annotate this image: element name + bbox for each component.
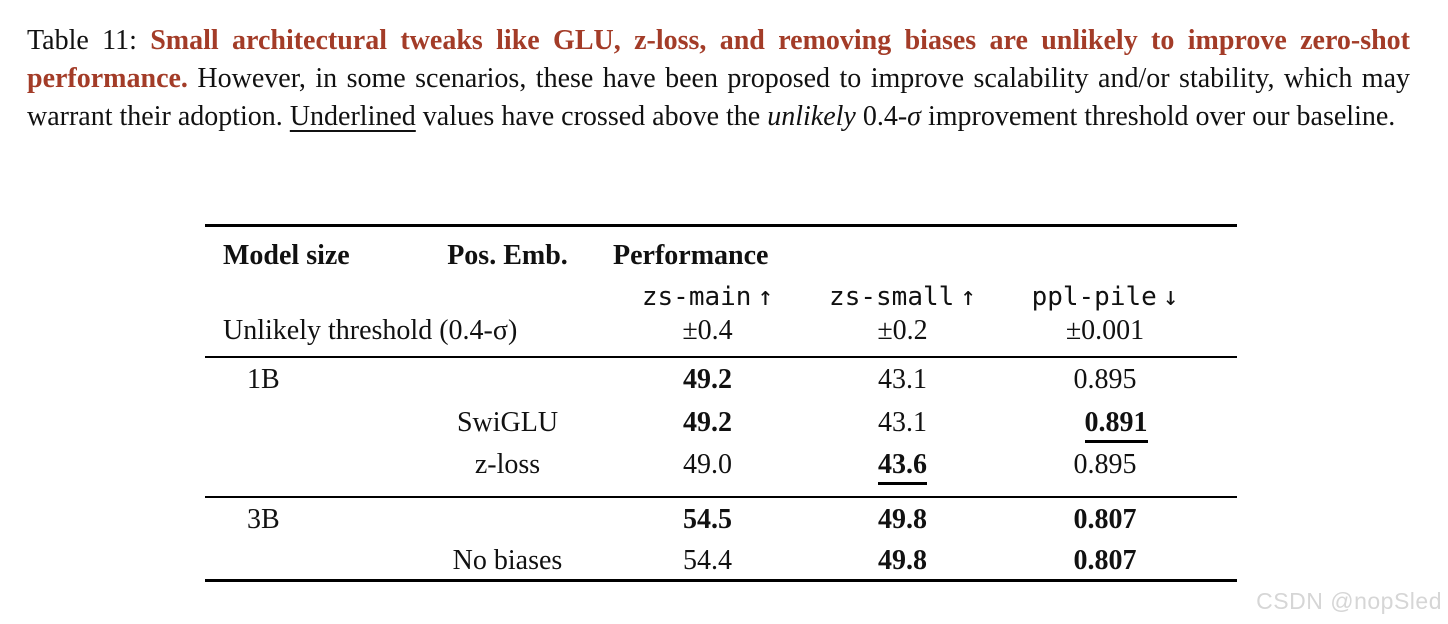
caption-italic-word: unlikely xyxy=(767,101,856,132)
cell-pos-emb xyxy=(410,497,605,539)
table-row: SwiGLU 49.2 43.1 0.891 xyxy=(205,401,1237,443)
down-arrow-icon: ↓ xyxy=(1162,281,1179,312)
table-group-3b: 3B 54.5 49.8 0.807 No biases 54.4 49.8 0… xyxy=(205,497,1237,581)
cell-zs-main: 54.5 xyxy=(683,503,732,535)
table-row: No biases 54.4 49.8 0.807 xyxy=(205,539,1237,581)
up-arrow-icon: ↑ xyxy=(960,281,976,312)
table-row: 3B 54.5 49.8 0.807 xyxy=(205,497,1237,539)
col-header-performance: Performance xyxy=(613,239,769,271)
cell-model-size: 3B xyxy=(247,503,280,535)
cell-zs-small: 43.1 xyxy=(878,406,927,438)
cell-zs-main: 49.2 xyxy=(683,406,732,438)
col-header-zs-small: zs-small ↑ xyxy=(829,281,976,312)
caption-body-4: improvement threshold over our baseline. xyxy=(920,101,1396,132)
caption-prefix: Table 11: xyxy=(27,25,151,56)
cell-ppl-pile: 0.895 xyxy=(1073,363,1137,395)
cell-pos-emb: z-loss xyxy=(410,442,605,498)
caption-underlined-word: Underlined xyxy=(289,101,416,132)
cell-zs-small: 43.1 xyxy=(878,363,927,395)
threshold-row: Unlikely threshold (0.4-σ) ±0.4 ±0.2 ±0.… xyxy=(205,313,1238,358)
cell-zs-main: 49.0 xyxy=(605,442,810,498)
table-row: z-loss 49.0 43.6 0.895 xyxy=(205,442,1238,498)
csdn-watermark: CSDN @nopSled xyxy=(1256,588,1442,614)
results-table-container: Model size Pos. Emb. Performance zs-main… xyxy=(205,224,1238,582)
cell-zs-small: 49.8 xyxy=(878,503,927,535)
caption-highlight: Small architectural tweaks like GLU, z-l… xyxy=(27,25,1410,94)
cell-pos-emb: SwiGLU xyxy=(456,406,559,438)
caption-body-1: However, in some scenarios, these have b… xyxy=(27,63,1410,132)
cell-zs-small: 49.8 xyxy=(878,544,927,576)
caption-body-2: values have crossed above the xyxy=(415,101,768,132)
threshold-zs-main: ±0.4 xyxy=(605,313,810,358)
cell-pos-emb: No biases xyxy=(452,544,563,576)
up-arrow-icon: ↑ xyxy=(757,281,774,312)
header-row-titles: Model size Pos. Emb. Performance xyxy=(205,226,1237,274)
cell-model-size xyxy=(205,442,410,498)
caption-sigma: σ xyxy=(907,101,921,132)
table-row: 1B 49.2 43.1 0.895 xyxy=(205,357,1237,401)
threshold-ppl-pile: ±0.001 xyxy=(995,313,1238,358)
col-header-zs-main: zs-main ↑ xyxy=(641,281,774,312)
threshold-zs-small: ±0.2 xyxy=(810,313,995,358)
table-header: Model size Pos. Emb. Performance zs-main… xyxy=(205,226,1238,358)
cell-zs-main: 49.2 xyxy=(683,363,732,395)
cell-pos-emb xyxy=(410,357,605,401)
cell-ppl-pile: 0.891 xyxy=(995,401,1237,443)
col-header-model-size: Model size xyxy=(223,239,350,271)
caption-body-3: 0.4- xyxy=(855,101,908,132)
cell-model-size xyxy=(205,401,410,443)
cell-zs-main: 54.4 xyxy=(683,544,732,576)
table-group-1b: 1B 49.2 43.1 0.895 SwiGLU 49.2 43.1 0.89… xyxy=(205,357,1238,498)
cell-ppl-pile: 0.807 xyxy=(1073,544,1137,576)
col-header-ppl-pile: ppl-pile ↓ xyxy=(1031,281,1179,312)
results-table: Model size Pos. Emb. Performance zs-main… xyxy=(205,224,1238,582)
header-row-metrics: zs-main ↑ zs-small ↑ ppl-pile ↓ xyxy=(205,274,1237,314)
cell-zs-small: 43.6 xyxy=(810,442,995,498)
cell-model-size xyxy=(205,539,410,581)
table-caption: Table 11: Small architectural tweaks lik… xyxy=(27,22,1410,136)
threshold-label: Unlikely threshold (0.4-σ) xyxy=(205,313,605,358)
cell-model-size: 1B xyxy=(247,363,280,395)
cell-ppl-pile: 0.807 xyxy=(1073,503,1137,535)
cell-ppl-pile: 0.895 xyxy=(995,442,1238,498)
col-header-pos-emb: Pos. Emb. xyxy=(447,239,568,271)
